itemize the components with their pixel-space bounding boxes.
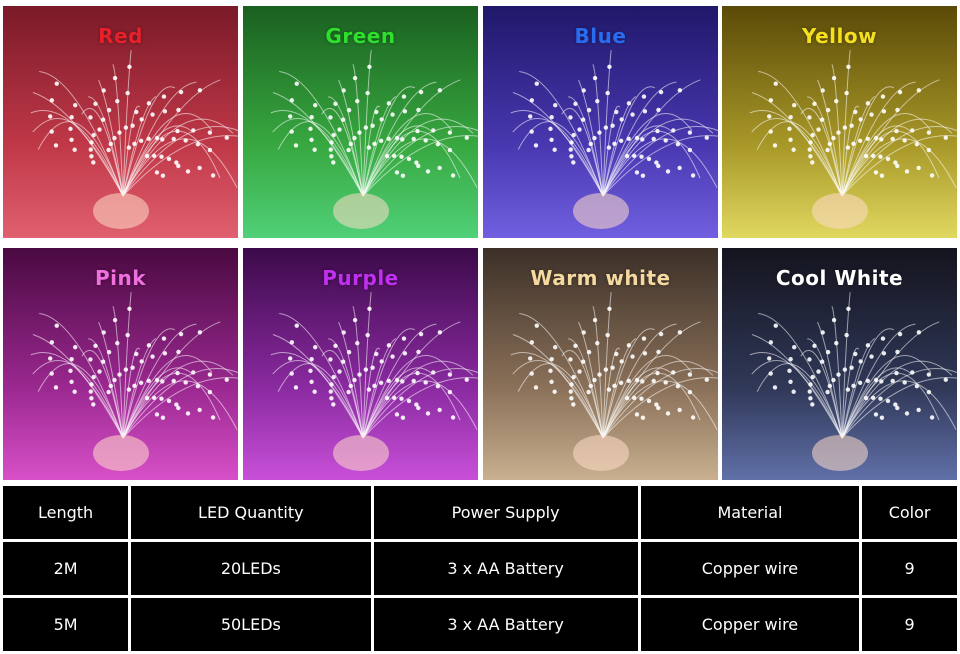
tile-label: Cool White xyxy=(775,266,904,290)
tile-label: Warm white xyxy=(530,266,671,290)
tile-label: Pink xyxy=(94,266,147,290)
fairy-lights xyxy=(270,50,478,229)
spec-table: Length LED Quantity Power Supply Material Co… xyxy=(0,483,960,654)
fairy-lights xyxy=(30,292,238,471)
table-cell: Copper wire xyxy=(640,542,860,595)
table-cell: 50LEDs xyxy=(131,598,371,651)
table-cell: Copper wire xyxy=(640,598,860,651)
table-cell: 3 x AA Battery xyxy=(373,542,638,595)
color-tile: Red xyxy=(3,6,238,238)
color-tile: Blue xyxy=(483,6,718,238)
header-cell: LED Quantity xyxy=(131,486,371,539)
table-cell: 9 xyxy=(862,542,957,595)
header-row: Length LED Quantity Power Supply Material Co… xyxy=(3,486,957,539)
color-tile: Green xyxy=(243,6,478,238)
tile-label: Red xyxy=(98,24,143,48)
fairy-lights xyxy=(510,50,718,229)
header-cell: Power Supply xyxy=(373,486,638,539)
fairy-lights xyxy=(270,292,478,471)
color-tile: Cool White xyxy=(722,248,957,480)
table-row: 2M 20LEDs 3 x AA Battery Copper wire 9 xyxy=(3,542,957,595)
header-cell: Color xyxy=(862,486,957,539)
fairy-lights xyxy=(30,50,238,229)
table-cell: 5M xyxy=(3,598,129,651)
color-tile: Yellow xyxy=(722,6,957,238)
fairy-lights xyxy=(749,50,957,229)
table-cell: 3 x AA Battery xyxy=(373,598,638,651)
tile-label: Purple xyxy=(322,266,399,290)
header-cell: Material xyxy=(640,486,860,539)
color-tile: Warm white xyxy=(483,248,718,480)
table-row: 5M 50LEDs 3 x AA Battery Copper wire 9 xyxy=(3,598,957,651)
color-tile: Purple xyxy=(243,248,478,480)
table-cell: 9 xyxy=(862,598,957,651)
table-cell: 20LEDs xyxy=(131,542,371,595)
header-cell: Length xyxy=(3,486,129,539)
table-cell: 2M xyxy=(3,542,129,595)
tile-label: Blue xyxy=(574,24,627,48)
tile-label: Green xyxy=(325,24,396,48)
fairy-lights xyxy=(510,292,718,471)
color-tile: Pink xyxy=(3,248,238,480)
fairy-lights xyxy=(749,292,957,471)
tile-label: Yellow xyxy=(801,24,878,48)
